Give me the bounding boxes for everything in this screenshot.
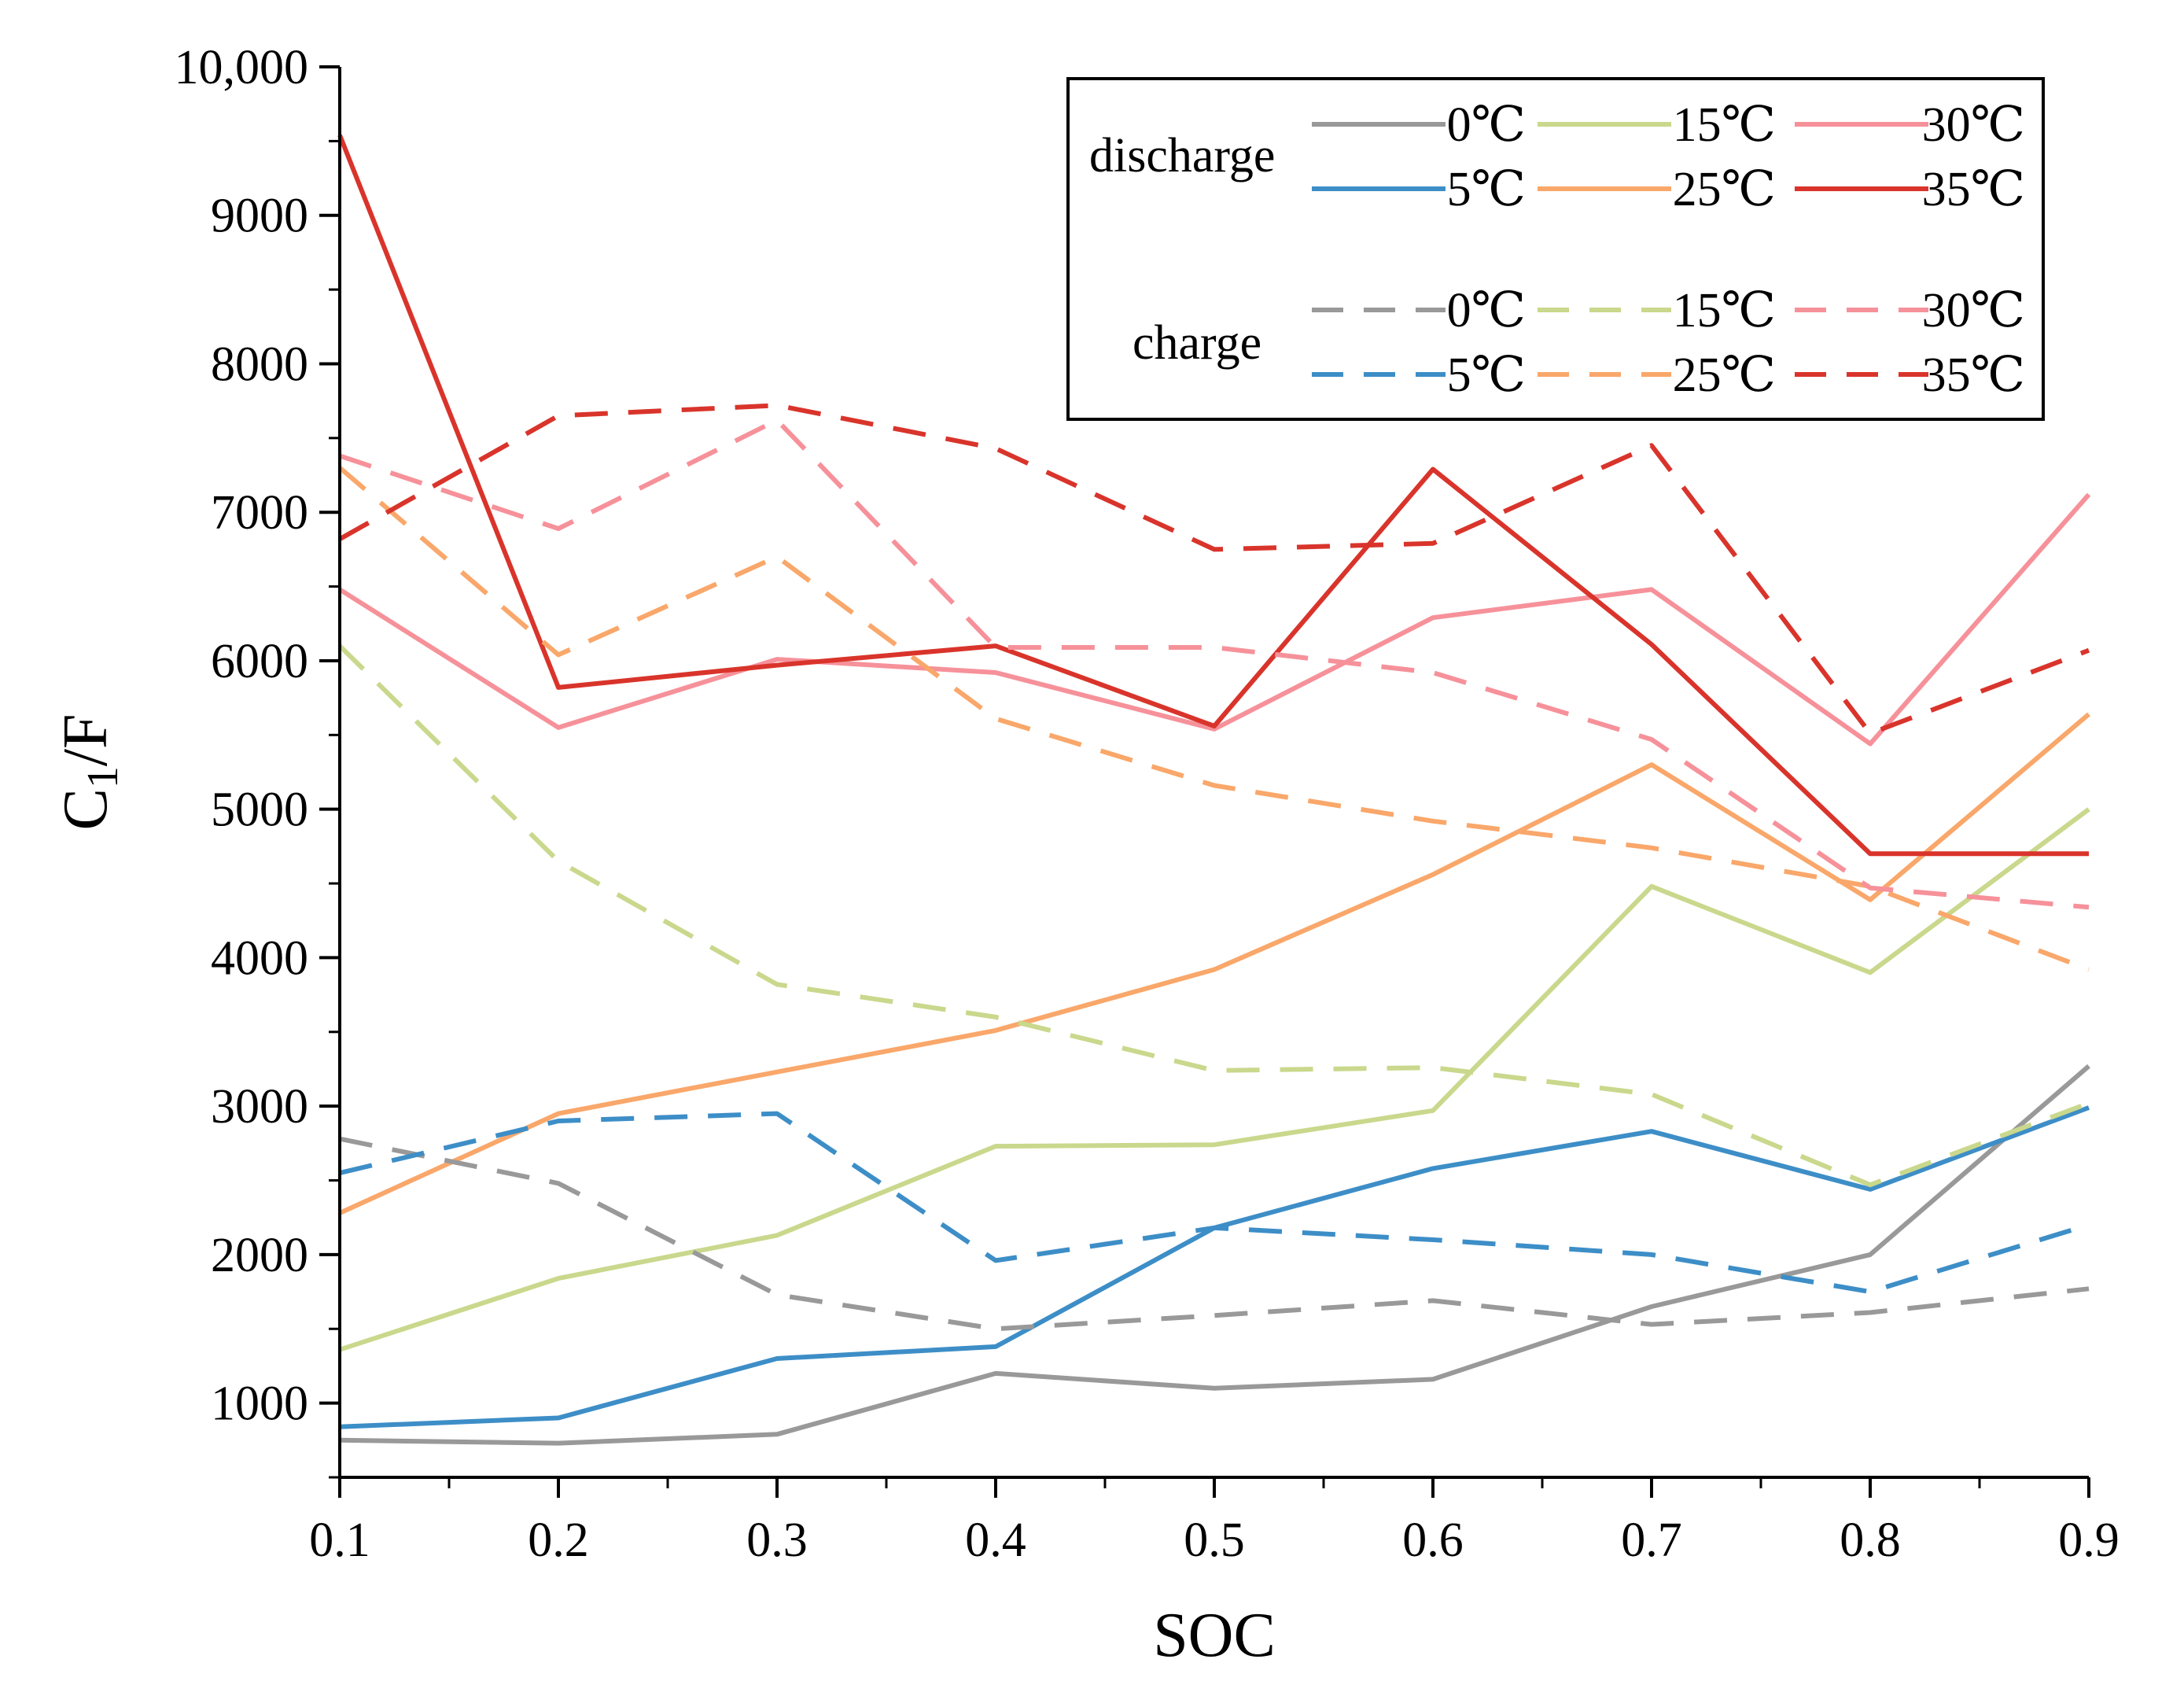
y-tick-label-7: 8000 (211, 337, 308, 391)
series-line-discharge-15c (339, 807, 2090, 1352)
x-tick-label-5: 0.6 (1402, 1514, 1464, 1567)
series-line-charge-15c (337, 643, 2090, 1188)
legend-label-charge-5c: 5℃ (1447, 348, 1526, 402)
axes-layer: 0.1 0.2 0.3 0.4 0.5 0.6 0.7 0.8 0.9 1000 2000 3000 4… (51, 41, 2120, 1670)
x-tick-label-7: 0.8 (1840, 1514, 1901, 1567)
y-tick-label-5: 6000 (211, 635, 308, 688)
y-tick-label-3: 4000 (211, 931, 308, 985)
y-axis-title-tail: /F (51, 713, 120, 766)
legend-label-discharge-0c: 0℃ (1447, 98, 1526, 152)
legend-label-charge-35c: 35℃ (1922, 348, 2025, 402)
y-axis-title-main: C (51, 788, 120, 830)
legend-label-charge-15c: 15℃ (1673, 284, 1776, 337)
y-tick-label-4: 5000 (211, 784, 308, 837)
legend-group-label-discharge: discharge (1089, 129, 1275, 183)
legend-label-discharge-35c: 35℃ (1922, 163, 2025, 216)
legend-label-discharge-15c: 15℃ (1673, 98, 1776, 152)
x-tick-label-2: 0.3 (746, 1514, 808, 1567)
legend-label-discharge-5c: 5℃ (1447, 163, 1526, 216)
x-tick-label-3: 0.4 (965, 1514, 1026, 1567)
x-tick-label-4: 0.5 (1184, 1514, 1245, 1567)
y-tick-label-1: 2000 (211, 1229, 308, 1282)
series-line-discharge-25c (338, 712, 2090, 1215)
y-tick-label-0: 1000 (211, 1377, 308, 1431)
y-tick-label-8: 9000 (211, 190, 308, 243)
legend: discharge charge 0℃ 5℃ 15℃ 25℃ 30℃ 35℃ 0℃ 5℃ 15℃ 25… (1066, 77, 2045, 421)
x-tick-label-1: 0.2 (528, 1514, 589, 1567)
series-line-charge-30c (339, 418, 2090, 910)
series-line-discharge-30c (338, 492, 2091, 747)
y-axis-title: C1/F (51, 713, 127, 830)
x-tick-label-6: 0.7 (1621, 1514, 1682, 1567)
y-axis-title-subscript: 1 (79, 766, 127, 788)
y-tick-label-2: 3000 (211, 1080, 308, 1134)
legend-label-charge-0c: 0℃ (1447, 284, 1526, 337)
legend-label-charge-25c: 25℃ (1673, 348, 1776, 402)
legend-label-charge-30c: 30℃ (1922, 284, 2025, 337)
series-line-charge-25c (338, 466, 2090, 972)
legend-group-label-charge: charge (1133, 316, 1261, 370)
series-line-discharge-0c (339, 1064, 2090, 1446)
legend-label-discharge-25c: 25℃ (1673, 163, 1776, 216)
x-axis-title: SOC (1153, 1601, 1276, 1670)
x-tick-label-8: 0.9 (2058, 1514, 2120, 1567)
y-tick-label-9: 10,000 (175, 41, 309, 94)
series-layer (337, 134, 2091, 1446)
x-tick-label-0: 0.1 (309, 1514, 370, 1567)
y-tick-label-6: 7000 (211, 486, 308, 540)
legend-label-discharge-30c: 30℃ (1922, 98, 2025, 152)
legend-box (1066, 77, 2045, 421)
